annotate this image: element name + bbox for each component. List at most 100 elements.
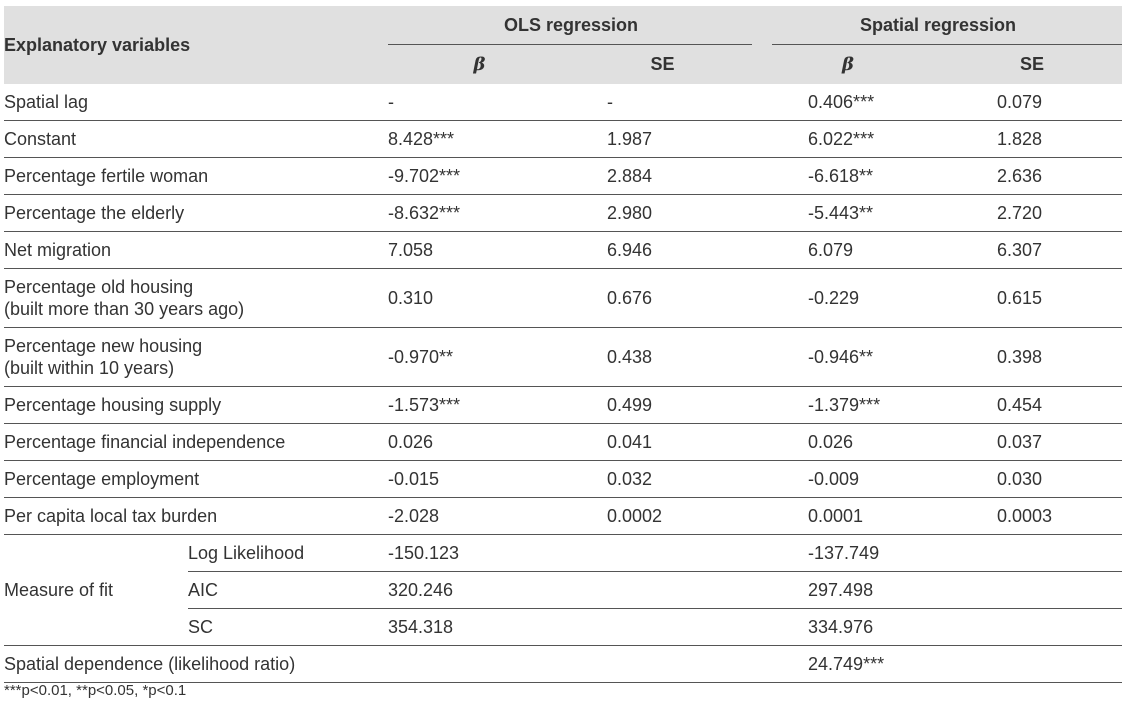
ols-se-cell: 0.032 <box>571 460 755 498</box>
spatial-regression-header: Spatial regression <box>754 6 1123 44</box>
spatial-beta-cell: -0.009 <box>754 460 943 498</box>
significance-footnote: ***p<0.01, **p<0.05, *p<0.1 <box>4 682 187 699</box>
ols-se-label: SE <box>650 53 675 74</box>
spatial-beta-cell: -0.229 <box>754 268 943 328</box>
spatial-beta-cell: 0.406*** <box>754 84 943 121</box>
spatial-se-cell: 2.720 <box>942 194 1123 232</box>
fit-item-label: SC <box>188 608 388 646</box>
fit-spatial-se-empty <box>942 608 1123 646</box>
spatial-se-header: SE <box>942 44 1123 84</box>
ols-beta-cell: 0.026 <box>388 423 571 461</box>
spatial-se-cell: 2.636 <box>942 157 1123 195</box>
fit-ols-value: -150.123 <box>388 534 571 572</box>
spatial-dependence-value: 24.749*** <box>754 645 943 683</box>
row-label-line-1: Percentage old housing <box>4 277 194 297</box>
fit-row: SC 354.318 334.976 <box>4 608 1123 646</box>
spatial-se-cell: 0.398 <box>942 327 1123 387</box>
spatial-se-cell: 0.615 <box>942 268 1123 328</box>
row-label: Net migration <box>4 231 388 269</box>
table-row: Net migration 7.058 6.946 6.079 6.307 <box>4 231 1123 269</box>
row-label: Percentage employment <box>4 460 388 498</box>
table-row: Per capita local tax burden -2.028 0.000… <box>4 497 1123 535</box>
ols-se-cell: 0.041 <box>571 423 755 461</box>
ols-regression-header: OLS regression <box>388 6 755 44</box>
spatial-beta-cell: 0.0001 <box>754 497 943 535</box>
spatial-beta-cell: 6.079 <box>754 231 943 269</box>
ols-se-cell: 6.946 <box>571 231 755 269</box>
row-label: Percentage the elderly <box>4 194 388 232</box>
ols-header-rule-2 <box>571 44 752 45</box>
ols-beta-cell: 7.058 <box>388 231 571 269</box>
spatial-dependence-label: Spatial dependence (likelihood ratio) <box>4 645 755 683</box>
spatial-se-cell: 0.037 <box>942 423 1123 461</box>
header-row-columns: β SE β SE <box>4 44 1123 84</box>
row-label: Percentage financial independence <box>4 423 388 461</box>
table-row: Spatial lag - - 0.406*** 0.079 <box>4 84 1123 121</box>
fit-ols-se-empty <box>571 571 755 609</box>
ols-regression-title: OLS regression <box>503 14 639 35</box>
fit-ols-value: 354.318 <box>388 608 571 646</box>
table-row: Percentage housing supply -1.573*** 0.49… <box>4 386 1123 424</box>
ols-se-header: SE <box>571 44 755 84</box>
ols-se-cell: 0.0002 <box>571 497 755 535</box>
fit-ols-value: 320.246 <box>388 571 571 609</box>
ols-se-cell: 0.438 <box>571 327 755 387</box>
fit-spatial-se-empty <box>942 571 1123 609</box>
spatial-se-cell: 1.828 <box>942 120 1123 158</box>
fit-row: AIC 320.246 297.498 <box>4 571 1123 609</box>
spatial-header-rule-2 <box>942 44 1123 45</box>
fit-spatial-value: 334.976 <box>754 608 943 646</box>
ols-header-rule <box>388 44 571 45</box>
spatial-se-label: SE <box>1020 53 1045 74</box>
dependence-row: Spatial dependence (likelihood ratio) 24… <box>4 645 1123 683</box>
spatial-beta-symbol: β <box>842 53 854 75</box>
row-label-line-2: (built within 10 years) <box>4 358 175 378</box>
ols-beta-cell: -2.028 <box>388 497 571 535</box>
ols-se-cell: 2.884 <box>571 157 755 195</box>
fit-spatial-value: -137.749 <box>754 534 943 572</box>
spatial-beta-header: β <box>754 44 943 84</box>
fit-item-label: AIC <box>188 571 388 609</box>
spatial-se-cell: 0.030 <box>942 460 1123 498</box>
fit-item-label: Log Likelihood <box>188 534 388 572</box>
spatial-regression-title: Spatial regression <box>859 14 1017 35</box>
fit-ols-se-empty <box>571 608 755 646</box>
ols-beta-header: β <box>388 44 571 84</box>
table-row: Percentage new housing (built within 10 … <box>4 327 1123 387</box>
ols-beta-cell: -1.573*** <box>388 386 571 424</box>
spatial-beta-cell: -5.443** <box>754 194 943 232</box>
ols-se-cell: 2.980 <box>571 194 755 232</box>
fit-row: Measure of fit Log Likelihood -150.123 -… <box>4 534 1123 646</box>
ols-se-cell: - <box>571 84 755 121</box>
row-label-line-2: (built more than 30 years ago) <box>4 299 245 319</box>
spatial-se-cell: 6.307 <box>942 231 1123 269</box>
row-label: Per capita local tax burden <box>4 497 388 535</box>
spatial-beta-cell: 6.022*** <box>754 120 943 158</box>
explanatory-variables-header: Explanatory variables <box>4 6 388 84</box>
row-label: Percentage new housing (built within 10 … <box>4 327 388 387</box>
spatial-header-rule <box>772 44 943 45</box>
table-row: Percentage employment -0.015 0.032 -0.00… <box>4 460 1123 498</box>
ols-se-cell: 1.987 <box>571 120 755 158</box>
table-row: Constant 8.428*** 1.987 6.022*** 1.828 <box>4 120 1123 158</box>
ols-se-cell: 0.676 <box>571 268 755 328</box>
row-label: Constant <box>4 120 388 158</box>
spatial-beta-cell: -1.379*** <box>754 386 943 424</box>
ols-beta-symbol: β <box>473 53 486 75</box>
fit-ols-se-empty <box>571 534 755 572</box>
row-label-line-1: Percentage new housing <box>4 336 203 356</box>
ols-beta-cell: 0.310 <box>388 268 571 328</box>
spatial-se-cell: 0.079 <box>942 84 1123 121</box>
ols-se-cell: 0.499 <box>571 386 755 424</box>
fit-spatial-se-empty <box>942 534 1123 572</box>
ols-beta-cell: -9.702*** <box>388 157 571 195</box>
row-label: Percentage old housing (built more than … <box>4 268 388 328</box>
header-row-groups: Explanatory variables OLS regression Spa… <box>4 6 1123 84</box>
spatial-dependence-se-empty <box>942 645 1123 683</box>
row-label: Percentage fertile woman <box>4 157 388 195</box>
spatial-beta-cell: -0.946** <box>754 327 943 387</box>
table-row: Percentage fertile woman -9.702*** 2.884… <box>4 157 1123 195</box>
spatial-se-cell: 0.454 <box>942 386 1123 424</box>
table-row: Percentage financial independence 0.026 … <box>4 423 1123 461</box>
measure-of-fit-label: Measure of fit <box>4 534 188 646</box>
